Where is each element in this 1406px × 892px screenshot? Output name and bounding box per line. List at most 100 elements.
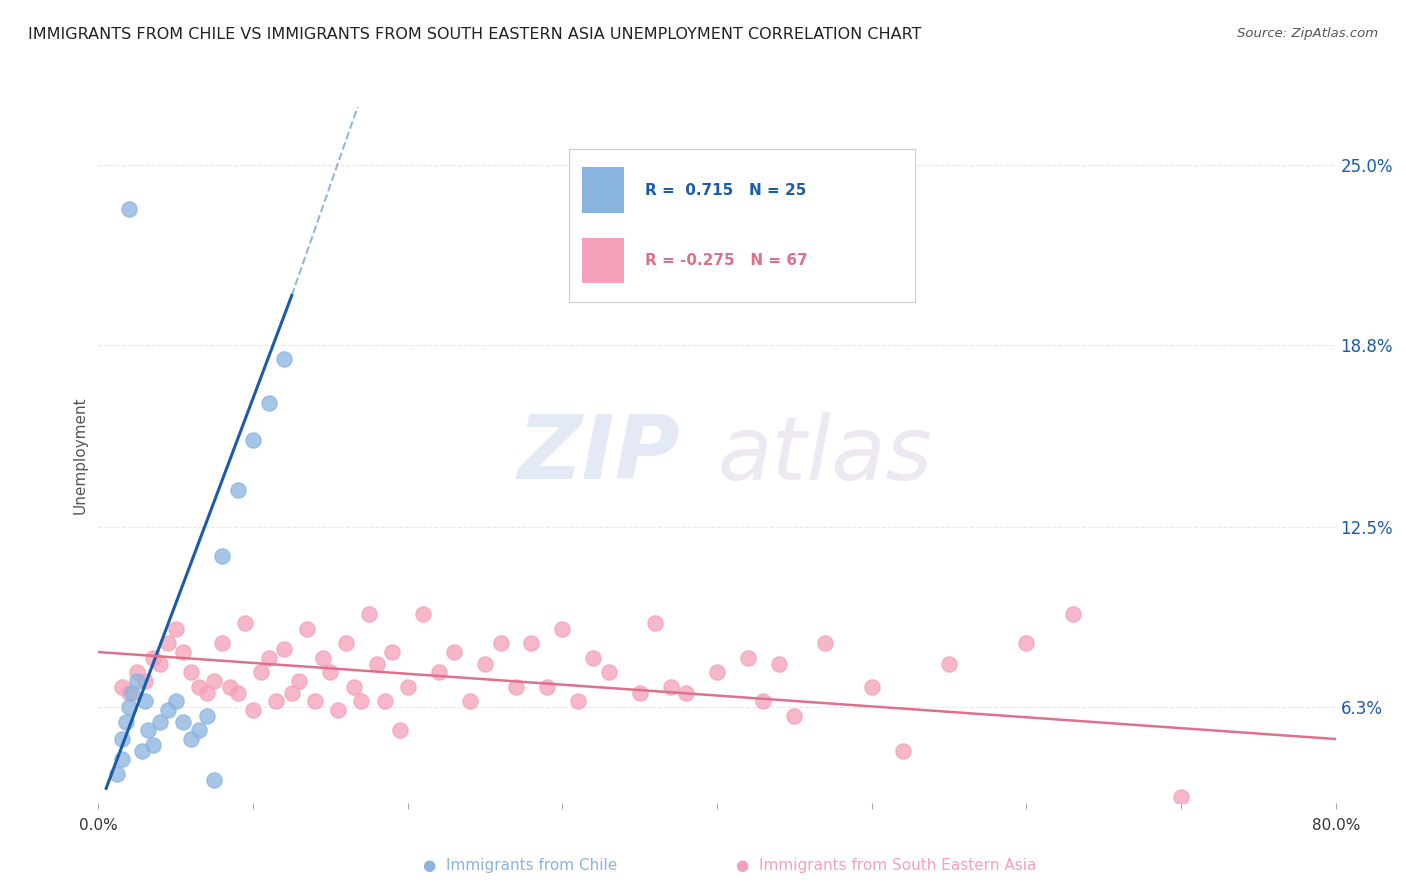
Point (288, 674, 311, 689)
Point (136, 723, 159, 738)
Text: IMMIGRANTS FROM CHILE VS IMMIGRANTS FROM SOUTH EASTERN ASIA UNEMPLOYMENT CORRELA: IMMIGRANTS FROM CHILE VS IMMIGRANTS FROM… (28, 27, 921, 42)
Point (326, 703, 350, 717)
Point (350, 694, 373, 708)
Point (297, 622, 319, 636)
Point (165, 694, 187, 708)
Text: Source: ZipAtlas.com: Source: ZipAtlas.com (1237, 27, 1378, 40)
Point (628, 686, 651, 700)
Point (188, 680, 211, 694)
Point (235, 615, 257, 630)
Point (388, 723, 412, 738)
Point (1015, 636, 1038, 650)
Point (204, 674, 226, 689)
Point (111, 680, 132, 694)
Point (204, 772, 226, 787)
Text: atlas: atlas (717, 412, 932, 498)
Point (381, 645, 404, 659)
Point (211, 636, 233, 650)
Point (195, 686, 218, 700)
Point (706, 665, 728, 680)
Point (165, 622, 187, 636)
Point (427, 665, 450, 680)
Point (149, 714, 172, 729)
Point (134, 674, 156, 689)
Text: 0.0%: 0.0% (79, 818, 118, 832)
Point (188, 723, 211, 738)
Point (105, 766, 128, 781)
Text: ZIP: ZIP (517, 411, 681, 499)
Point (304, 694, 326, 708)
Point (474, 657, 496, 671)
Point (443, 645, 465, 659)
Point (644, 615, 666, 630)
Point (814, 636, 837, 650)
Point (374, 694, 396, 708)
Point (172, 645, 194, 659)
Y-axis label: Unemployment: Unemployment (72, 396, 87, 514)
Point (149, 657, 172, 671)
Point (938, 657, 960, 671)
Point (319, 665, 342, 680)
Point (219, 680, 242, 694)
Point (242, 703, 264, 717)
Point (366, 657, 388, 671)
Point (567, 694, 589, 708)
Point (127, 674, 149, 689)
Point (111, 731, 132, 746)
Point (127, 665, 149, 680)
Point (489, 636, 512, 650)
Text: ●  Immigrants from South Eastern Asia: ● Immigrants from South Eastern Asia (735, 858, 1036, 872)
Point (118, 202, 141, 216)
Point (257, 396, 280, 410)
Point (172, 714, 194, 729)
Point (551, 622, 574, 636)
Point (195, 708, 218, 723)
Point (1170, 790, 1192, 805)
Point (141, 738, 165, 752)
Point (226, 686, 249, 700)
Point (250, 665, 273, 680)
Point (737, 651, 759, 665)
Point (273, 642, 295, 657)
Point (783, 708, 806, 723)
Point (659, 680, 682, 694)
Point (860, 680, 883, 694)
Text: 80.0%: 80.0% (1312, 818, 1360, 832)
Point (891, 744, 914, 758)
Point (343, 680, 366, 694)
Point (335, 636, 357, 650)
Point (536, 680, 558, 694)
Point (412, 607, 434, 622)
Point (180, 665, 202, 680)
Point (1062, 607, 1084, 622)
Point (118, 700, 141, 714)
Point (520, 636, 543, 650)
Point (582, 651, 605, 665)
Point (118, 686, 141, 700)
Point (134, 694, 156, 708)
Point (157, 636, 180, 650)
Point (264, 694, 288, 708)
Point (312, 651, 335, 665)
Point (598, 665, 620, 680)
Point (242, 434, 264, 448)
Point (768, 657, 790, 671)
Point (115, 714, 138, 729)
Text: ●  Immigrants from Chile: ● Immigrants from Chile (423, 858, 617, 872)
Point (211, 549, 233, 564)
Point (111, 752, 132, 766)
Point (257, 651, 280, 665)
Point (226, 483, 249, 497)
Point (752, 694, 775, 708)
Point (359, 607, 381, 622)
Point (157, 703, 180, 717)
Point (273, 352, 295, 367)
Point (131, 744, 153, 758)
Point (458, 694, 481, 708)
Point (281, 686, 304, 700)
Point (141, 651, 165, 665)
Point (396, 680, 419, 694)
Point (675, 686, 697, 700)
Point (121, 686, 143, 700)
Point (180, 731, 202, 746)
